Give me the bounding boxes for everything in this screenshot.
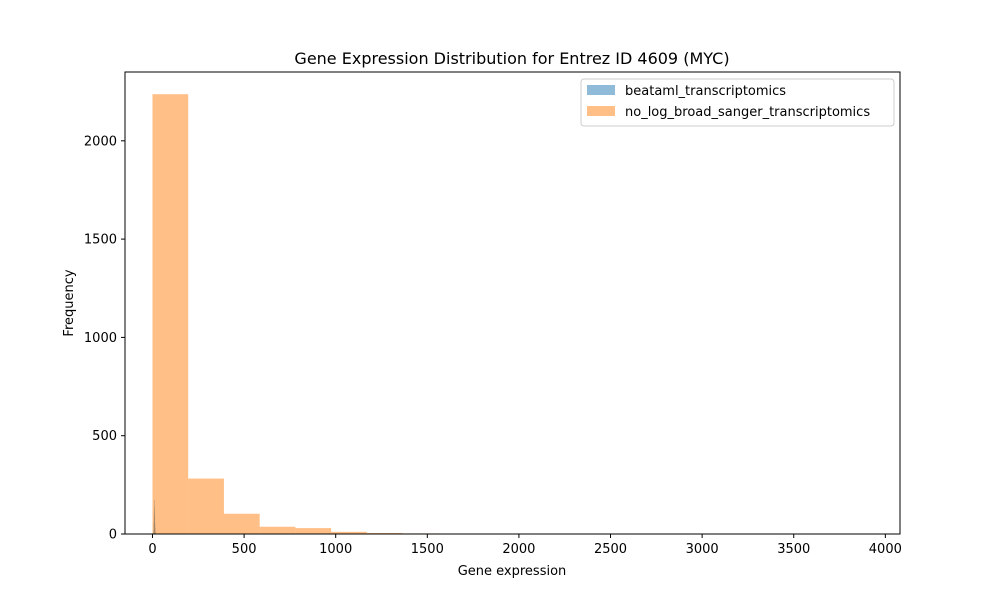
y-tick-label: 0: [109, 528, 117, 543]
x-tick-label: 1500: [411, 542, 444, 557]
y-tick-label: 500: [92, 429, 117, 444]
legend-frame: [580, 78, 895, 127]
x-tick-label: 3000: [686, 542, 719, 557]
y-axis-title: Frequency: [62, 269, 77, 336]
x-tick-label: 1000: [319, 542, 352, 557]
bars-layer: [152, 94, 868, 534]
histogram-bar: [152, 94, 189, 534]
series-1: [152, 94, 868, 534]
x-tick-label: 4000: [869, 542, 902, 557]
x-tick-label: 2500: [594, 542, 627, 557]
histogram-bar: [223, 513, 260, 534]
plot-frame: [124, 71, 901, 535]
legend-label-broad-sanger: no_log_broad_sanger_transcriptomics: [625, 105, 870, 120]
x-tick-label: 3500: [777, 542, 810, 557]
y-tick-label: 2000: [84, 134, 117, 149]
legend-swatch-beataml: [587, 85, 615, 95]
histogram-bar: [295, 528, 332, 534]
x-axis-title: Gene expression: [458, 564, 567, 579]
chart-title: Gene Expression Distribution for Entrez …: [294, 49, 729, 68]
legend: beataml_transcriptomics no_log_broad_san…: [580, 78, 895, 127]
x-tick-label: 2000: [502, 542, 535, 557]
histogram-bar: [188, 478, 224, 534]
histogram-bar: [331, 531, 367, 534]
histogram-bar: [259, 526, 296, 534]
y-tick-label: 1000: [84, 331, 117, 346]
x-tick-label: 0: [148, 542, 156, 557]
legend-swatch-broad-sanger: [587, 106, 615, 116]
legend-label-beataml: beataml_transcriptomics: [625, 84, 786, 99]
x-tick-label: 500: [232, 542, 257, 557]
y-tick-label: 1500: [84, 233, 117, 248]
axes-layer: 0 500 1000 1500 2000 2500 3000 3500 4000 0 500 1000…: [84, 71, 902, 557]
